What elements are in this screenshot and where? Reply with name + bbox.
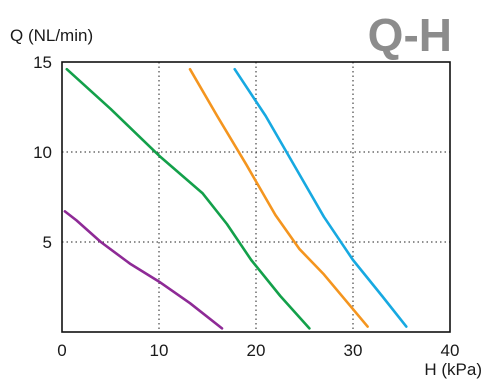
x-tick-label: 10 — [150, 341, 169, 360]
x-tick-label: 20 — [247, 341, 266, 360]
chart-title: Q-H — [368, 9, 452, 61]
x-tick-label: 0 — [57, 341, 66, 360]
x-axis-title: H (kPa) — [424, 360, 482, 379]
plot-frame — [61, 61, 451, 333]
y-tick-label: 15 — [33, 53, 52, 72]
y-axis-title: Q (NL/min) — [10, 26, 93, 45]
tick-labels: 0 10 20 30 40 5 10 15 — [33, 53, 459, 360]
y-tick-label: 10 — [33, 143, 52, 162]
y-tick-label: 5 — [43, 233, 52, 252]
series-line-4 — [233, 67, 408, 328]
x-tick-label: 30 — [344, 341, 363, 360]
grid — [62, 62, 450, 332]
series-lines — [63, 67, 408, 330]
series-line-1 — [63, 210, 224, 330]
x-tick-label: 40 — [441, 341, 460, 360]
series-line-3 — [188, 67, 369, 328]
series-line-2 — [65, 67, 311, 330]
